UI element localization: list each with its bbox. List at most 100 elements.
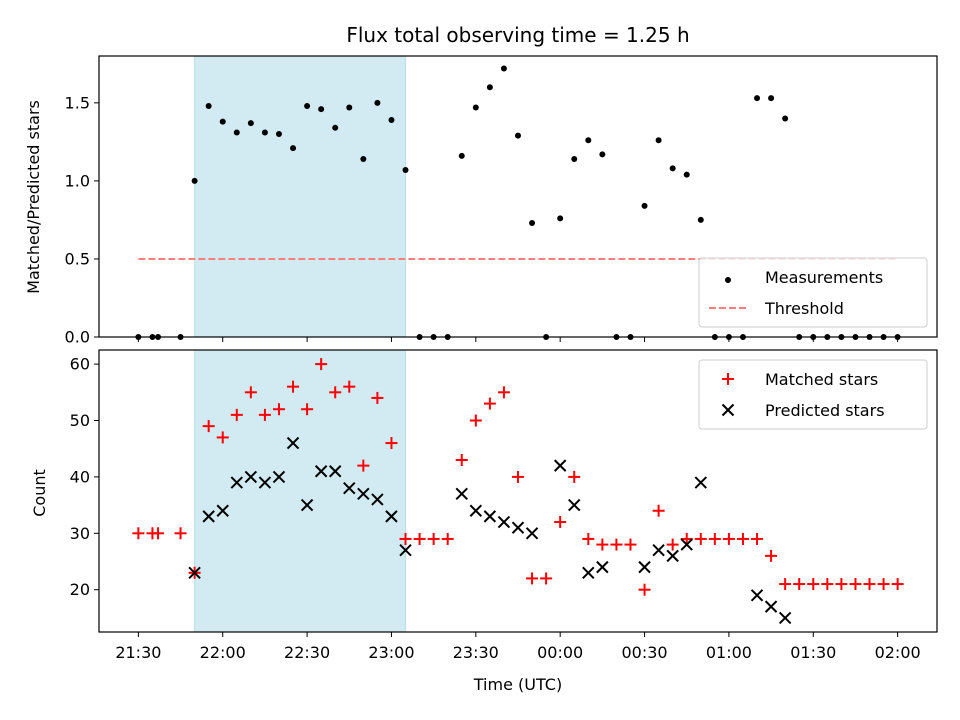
matched-star-marker: [877, 578, 890, 591]
matched-star-marker: [329, 386, 342, 399]
measurement-point: [318, 106, 325, 113]
legend-predicted-marker: [721, 403, 735, 417]
matched-star-marker: [497, 386, 510, 399]
matched-star-marker: [244, 386, 257, 399]
top-plot: 0.0 0.5 1.0 1.5 Measurements Threshold: [65, 55, 938, 347]
matched-star-marker: [582, 532, 595, 545]
matched-star-marker: [216, 431, 229, 444]
measurement-point: [515, 132, 521, 139]
matched-star-marker: [652, 504, 665, 517]
matched-star-marker: [152, 527, 165, 540]
measurement-point: [402, 166, 409, 173]
matched-star-marker: [624, 538, 637, 551]
marker-stroke: [680, 538, 693, 551]
marker-stroke: [750, 589, 764, 602]
y-tick-label: 1.5: [65, 93, 90, 112]
predicted-star-marker: [357, 487, 370, 501]
marker-stroke: [511, 521, 525, 534]
matched-star-marker: [891, 578, 904, 591]
matched-star-marker: [301, 403, 314, 416]
marker-stroke: [188, 566, 201, 579]
marker-stroke: [764, 600, 778, 613]
marker-stroke: [314, 465, 328, 478]
legend-label: Predicted stars: [765, 401, 885, 420]
x-tick-label: 23:30: [453, 643, 499, 662]
matched-star-marker: [666, 538, 679, 551]
measurement-point: [669, 165, 676, 172]
predicted-star-marker: [188, 566, 201, 579]
measurement-point: [219, 118, 226, 125]
measurement-point: [275, 131, 282, 138]
marker-stroke: [455, 487, 468, 501]
matched-star-marker: [427, 532, 440, 545]
series-matched-stars: [132, 358, 904, 596]
x-tick-label: 22:00: [200, 643, 246, 662]
matched-star-marker: [385, 437, 398, 450]
predicted-star-marker: [525, 527, 539, 540]
y-tick-label: 60: [70, 355, 90, 374]
matched-star-marker: [371, 391, 384, 404]
predicted-star-marker: [300, 498, 314, 512]
matched-star-marker: [287, 380, 300, 393]
measurement-point: [233, 129, 240, 136]
x-tick-label: 00:00: [537, 643, 583, 662]
measurement-point: [655, 137, 662, 144]
measurement-point: [346, 104, 353, 111]
matched-star-marker: [413, 532, 426, 545]
top-y-axis-label: Matched/Predicted stars: [24, 100, 43, 294]
axes-frame: [98, 55, 938, 338]
measurement-point: [486, 84, 493, 91]
measurement-point: [697, 216, 704, 223]
predicted-star-marker: [511, 521, 525, 534]
matched-star-marker: [779, 578, 792, 591]
legend-measurement-marker: [725, 277, 731, 283]
matched-star-marker: [202, 420, 215, 433]
predicted-star-marker: [371, 493, 384, 506]
measurement-point: [374, 99, 381, 106]
y-tick-label: 0.5: [65, 249, 90, 268]
marker-stroke: [596, 560, 609, 574]
measurement-point: [205, 102, 212, 109]
x-tick-label: 22:30: [284, 643, 330, 662]
marker-stroke: [244, 470, 258, 484]
predicted-star-marker: [638, 560, 651, 574]
marker-stroke: [272, 470, 286, 484]
measurement-point: [304, 102, 311, 109]
predicted-star-marker: [286, 436, 300, 450]
matched-star-marker: [638, 583, 651, 596]
matched-star-marker: [399, 532, 412, 545]
predicted-star-marker: [385, 510, 398, 523]
marker-stroke: [582, 566, 595, 579]
matched-star-marker: [455, 453, 468, 466]
series-measurements: [135, 65, 901, 340]
legend: Matched stars Predicted stars: [698, 359, 928, 430]
predicted-star-marker: [329, 465, 342, 478]
predicted-star-marker: [455, 487, 468, 501]
marker-stroke: [216, 504, 229, 517]
legend-label: Measurements: [765, 268, 883, 287]
predicted-star-marker: [483, 510, 497, 523]
y-tick-label: 40: [70, 467, 90, 486]
predicted-star-marker: [258, 476, 272, 489]
measurement-point: [768, 95, 775, 102]
predicted-star-marker: [750, 589, 764, 602]
marker-stroke: [343, 481, 356, 495]
chart-title: Flux total observing time = 1.25 h: [346, 23, 689, 47]
y-tick-label: 0.0: [65, 328, 90, 347]
legend-label: Matched stars: [765, 370, 878, 389]
marker-stroke: [525, 527, 539, 540]
x-tick-label: 02:00: [875, 643, 921, 662]
measurement-point: [571, 156, 578, 163]
legend: Measurements Threshold: [698, 257, 928, 328]
predicted-star-marker: [568, 498, 581, 512]
measurement-point: [599, 151, 606, 158]
x-tick-label: 21:30: [115, 643, 161, 662]
x-tick-label: 23:00: [368, 643, 414, 662]
measurement-point: [557, 215, 564, 222]
matched-star-marker: [568, 470, 581, 483]
shaded-region: [194, 349, 407, 633]
matched-star-marker: [483, 397, 496, 410]
y-tick-label: 1.0: [65, 171, 90, 190]
matched-star-marker: [526, 572, 539, 585]
marker-stroke: [371, 493, 384, 506]
